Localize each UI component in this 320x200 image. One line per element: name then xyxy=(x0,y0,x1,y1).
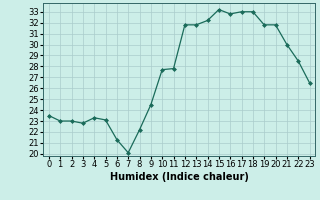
X-axis label: Humidex (Indice chaleur): Humidex (Indice chaleur) xyxy=(110,172,249,182)
